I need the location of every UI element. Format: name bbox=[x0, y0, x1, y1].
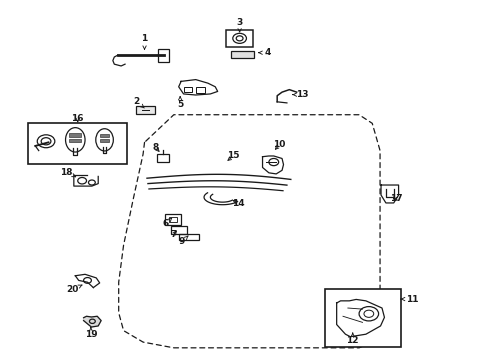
Text: 19: 19 bbox=[84, 328, 97, 339]
Bar bbox=[27, 123, 127, 164]
Text: 10: 10 bbox=[273, 140, 285, 149]
Text: 11: 11 bbox=[400, 294, 418, 303]
Bar bbox=[157, 154, 168, 162]
Text: 9: 9 bbox=[179, 236, 188, 246]
Bar bbox=[183, 87, 192, 92]
Bar bbox=[325, 289, 400, 347]
Text: 3: 3 bbox=[236, 18, 242, 32]
Text: 8: 8 bbox=[152, 143, 159, 152]
Text: 17: 17 bbox=[389, 194, 402, 203]
Text: 4: 4 bbox=[258, 48, 270, 57]
Text: 13: 13 bbox=[292, 90, 307, 99]
Bar bbox=[164, 214, 180, 225]
Bar bbox=[136, 106, 155, 114]
Bar bbox=[168, 217, 176, 222]
Bar bbox=[158, 49, 168, 62]
Bar bbox=[230, 51, 254, 58]
Text: 6: 6 bbox=[162, 218, 171, 228]
Polygon shape bbox=[83, 316, 101, 327]
Bar bbox=[69, 134, 81, 137]
Text: 2: 2 bbox=[133, 96, 144, 108]
Text: 14: 14 bbox=[232, 199, 244, 208]
Bar bbox=[100, 134, 109, 137]
Text: 5: 5 bbox=[177, 97, 183, 109]
Text: 20: 20 bbox=[66, 285, 82, 294]
Bar bbox=[100, 139, 109, 142]
Bar bbox=[225, 30, 253, 47]
Text: 1: 1 bbox=[141, 34, 147, 49]
Bar bbox=[195, 87, 204, 93]
Bar bbox=[179, 234, 198, 240]
Bar bbox=[171, 226, 186, 234]
Text: 12: 12 bbox=[346, 333, 358, 345]
Text: 15: 15 bbox=[227, 151, 240, 161]
Bar bbox=[69, 139, 81, 142]
Text: 18: 18 bbox=[60, 168, 76, 177]
Text: 16: 16 bbox=[71, 114, 84, 123]
Text: 7: 7 bbox=[170, 230, 177, 239]
